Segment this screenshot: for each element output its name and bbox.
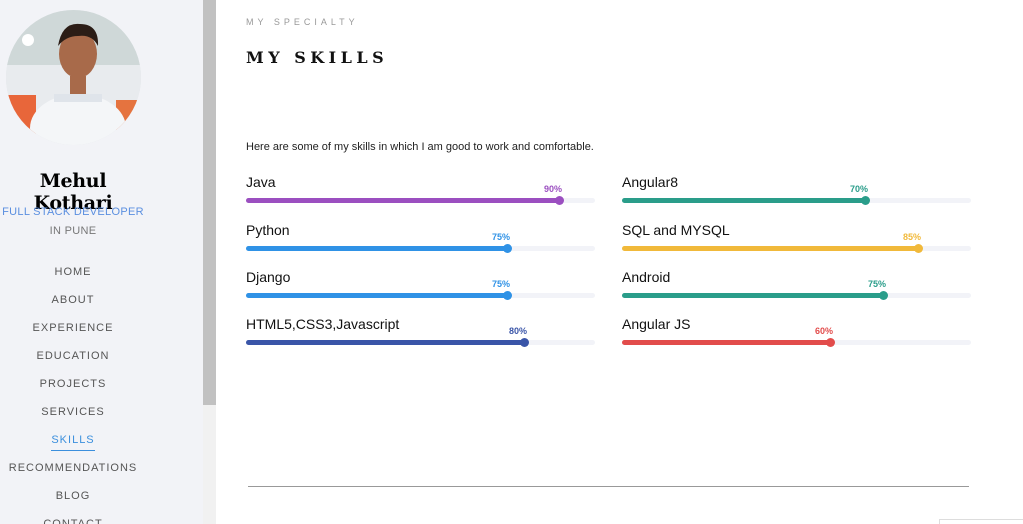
nav-item-skills[interactable]: SKILLS xyxy=(0,432,146,460)
scrollbar-thumb[interactable] xyxy=(203,0,216,405)
skill-progress-track xyxy=(246,291,595,300)
nav-item-label: BLOG xyxy=(55,490,91,502)
skill-item: Android 75% xyxy=(622,269,971,305)
skill-item: HTML5,CSS3,Javascript 80% xyxy=(246,316,595,352)
skill-progress-knob xyxy=(503,244,512,253)
skill-progress-fill xyxy=(246,293,508,298)
skill-progress-track xyxy=(622,291,971,300)
nav-item-label: SERVICES xyxy=(41,406,105,418)
nav-item-label: RECOMMENDATIONS xyxy=(8,462,138,474)
skill-progress-fill xyxy=(622,340,831,345)
skill-progress-fill xyxy=(246,198,560,203)
skill-progress-fill xyxy=(622,293,884,298)
skill-progress-track xyxy=(622,338,971,347)
section-divider xyxy=(248,486,969,487)
skill-progress-track xyxy=(622,244,971,253)
skill-item: SQL and MYSQL 85% xyxy=(622,222,971,258)
skill-item: Python 75% xyxy=(246,222,595,258)
skill-percent: 80% xyxy=(508,326,528,336)
skill-item: Django 75% xyxy=(246,269,595,305)
skill-progress-knob xyxy=(879,291,888,300)
skill-percent: 75% xyxy=(867,279,887,289)
nav-item-contact[interactable]: CONTACT xyxy=(0,516,146,524)
sidebar-scrollbar[interactable] xyxy=(203,0,216,524)
skill-progress-knob xyxy=(861,196,870,205)
skill-progress-track xyxy=(622,196,971,205)
skill-name: SQL and MYSQL xyxy=(622,222,730,238)
nav-item-about[interactable]: ABOUT xyxy=(0,292,146,320)
profile-name: Mehul Kothari xyxy=(33,170,113,214)
skill-progress-knob xyxy=(520,338,529,347)
skill-item: Angular8 70% xyxy=(622,174,971,210)
skill-name: Angular JS xyxy=(622,316,691,332)
corner-widget xyxy=(939,519,1023,524)
nav-item-blog[interactable]: BLOG xyxy=(0,488,146,516)
avatar xyxy=(6,10,141,145)
skill-name: HTML5,CSS3,Javascript xyxy=(246,316,400,332)
profile-location: IN PUNE xyxy=(49,225,97,237)
profile-photo xyxy=(6,10,141,145)
skill-percent: 90% xyxy=(543,184,563,194)
nav-item-label: SKILLS xyxy=(51,432,95,451)
skill-progress-knob xyxy=(555,196,564,205)
skill-percent: 70% xyxy=(849,184,869,194)
skills-intro: Here are some of my skills in which I am… xyxy=(246,141,594,153)
skill-progress-knob xyxy=(914,244,923,253)
nav-item-experience[interactable]: EXPERIENCE xyxy=(0,320,146,348)
nav-item-label: HOME xyxy=(54,266,92,278)
skill-progress-track xyxy=(246,338,595,347)
skill-progress-fill xyxy=(246,246,508,251)
skill-item: Angular JS 60% xyxy=(622,316,971,352)
sidebar: Mehul Kothari FULL STACK DEVELOPER IN PU… xyxy=(0,0,203,524)
nav-item-education[interactable]: EDUCATION xyxy=(0,348,146,376)
skill-progress-track xyxy=(246,196,595,205)
skill-percent: 75% xyxy=(491,232,511,242)
section-title: MY SKILLS xyxy=(246,48,389,67)
skill-name: Python xyxy=(246,222,290,238)
skill-name: Android xyxy=(622,269,671,285)
nav-item-label: EDUCATION xyxy=(36,350,110,362)
nav-item-home[interactable]: HOME xyxy=(0,264,146,292)
skill-name: Django xyxy=(246,269,291,285)
section-eyebrow: MY SPECIALTY xyxy=(246,17,359,27)
skill-name: Java xyxy=(246,174,276,190)
nav-item-label: ABOUT xyxy=(51,294,95,306)
nav-item-services[interactable]: SERVICES xyxy=(0,404,146,432)
skill-progress-fill xyxy=(622,198,866,203)
nav-item-label: PROJECTS xyxy=(39,378,107,390)
nav-item-label: CONTACT xyxy=(43,518,103,524)
skills-section: MY SPECIALTY MY SKILLS Here are some of … xyxy=(216,0,1023,524)
profile-role: FULL STACK DEVELOPER xyxy=(2,206,144,218)
skill-percent: 75% xyxy=(491,279,511,289)
main-nav: HOME ABOUT EXPERIENCE EDUCATION PROJECTS… xyxy=(0,264,146,524)
skill-progress-knob xyxy=(826,338,835,347)
nav-item-projects[interactable]: PROJECTS xyxy=(0,376,146,404)
skill-progress-track xyxy=(246,244,595,253)
skill-progress-fill xyxy=(246,340,525,345)
skill-percent: 85% xyxy=(902,232,922,242)
skill-item: Java 90% xyxy=(246,174,595,210)
skill-progress-knob xyxy=(503,291,512,300)
nav-item-label: EXPERIENCE xyxy=(32,322,114,334)
skill-name: Angular8 xyxy=(622,174,679,190)
skill-percent: 60% xyxy=(814,326,834,336)
nav-item-recommendations[interactable]: RECOMMENDATIONS xyxy=(0,460,146,488)
skill-progress-fill xyxy=(622,246,919,251)
